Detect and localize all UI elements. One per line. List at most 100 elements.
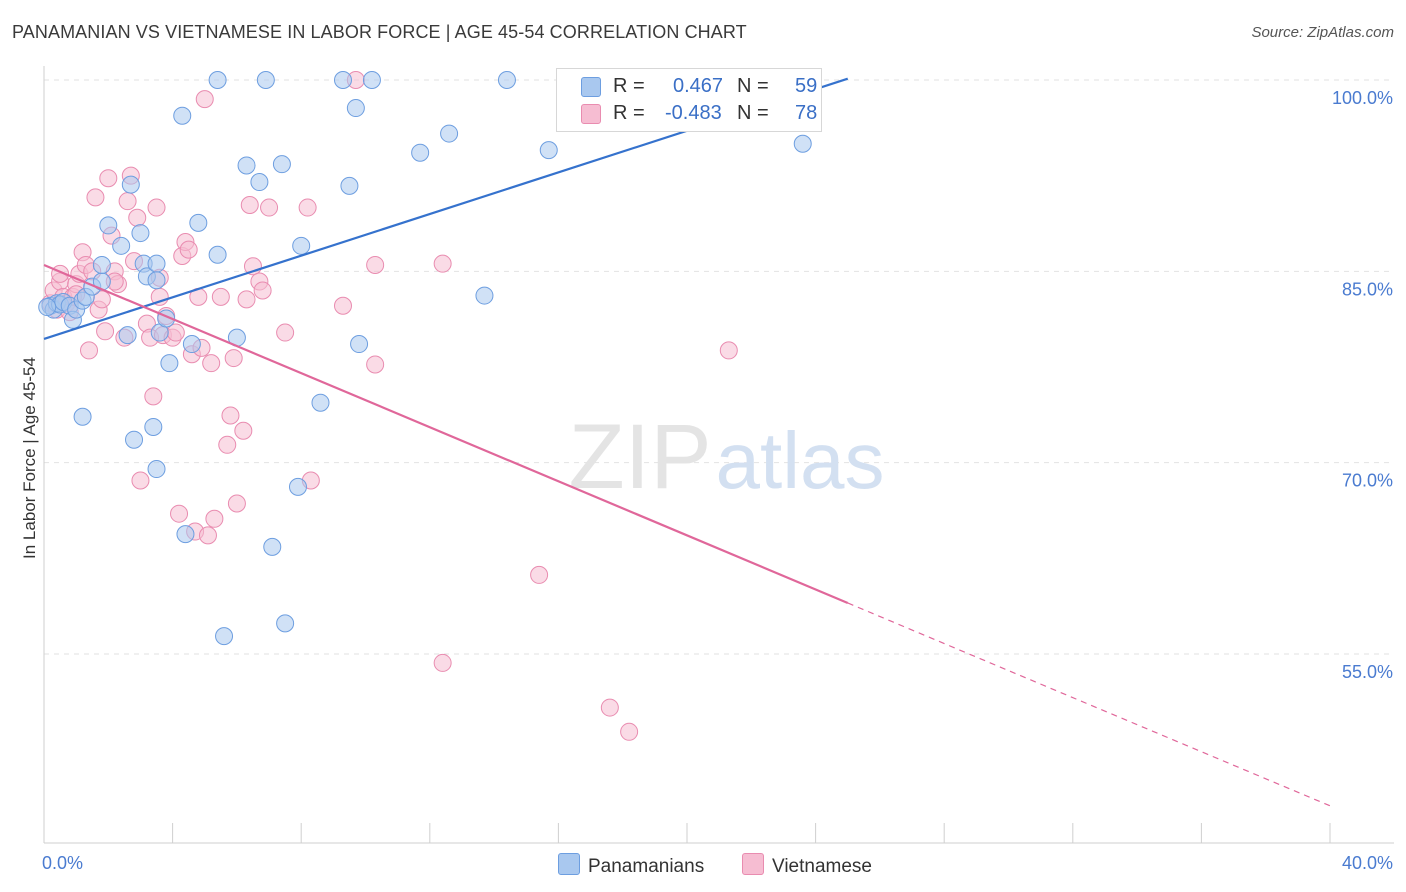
vietnamese-point xyxy=(333,296,352,315)
x-tick-label: 0.0% xyxy=(42,853,83,873)
panamanian-point xyxy=(208,245,227,264)
panamanian-point xyxy=(263,537,282,556)
vietnamese-point xyxy=(253,281,272,300)
vietnamese-point xyxy=(260,198,279,217)
vietnamese-point xyxy=(224,349,243,368)
panamanian-point xyxy=(73,407,92,426)
vietnamese-point xyxy=(144,387,163,406)
panamanian-point xyxy=(362,71,381,89)
panamanian-point xyxy=(125,430,144,449)
legend-r-label: R = xyxy=(613,102,645,124)
panamanian-point xyxy=(189,213,208,232)
watermark-zip: ZIP xyxy=(568,406,711,508)
panamanian-point xyxy=(793,134,812,153)
panamanian-point xyxy=(311,393,330,412)
vietnamese-point xyxy=(620,722,639,741)
panamanian-point xyxy=(147,460,166,479)
panamanian-point xyxy=(350,335,369,354)
panamanian-point xyxy=(99,216,118,235)
panamanian-point xyxy=(208,71,227,89)
vietnamese-point xyxy=(195,90,214,109)
panamanian-point xyxy=(497,71,516,89)
legend-r-value: -0.483 xyxy=(665,102,722,124)
panamanian-point xyxy=(276,614,295,633)
axes xyxy=(43,66,1394,844)
panamanian-point xyxy=(173,106,192,125)
vietnamese-point xyxy=(99,169,118,188)
bottom-swatch-blue xyxy=(558,853,580,875)
panamanian-point xyxy=(292,236,311,255)
legend-swatch-pink xyxy=(581,104,601,124)
panamanian-point xyxy=(411,143,430,162)
watermark-atlas: atlas xyxy=(716,416,885,505)
panamanian-point xyxy=(121,175,140,194)
vietnamese-point xyxy=(227,494,246,513)
vietnamese-point xyxy=(600,698,619,717)
vietnamese-point xyxy=(433,254,452,273)
vietnamese-point xyxy=(276,323,295,342)
vietnamese-point xyxy=(240,196,259,215)
legend-swatch-blue xyxy=(581,77,601,97)
vietnamese-point xyxy=(205,509,224,528)
panamanian-point xyxy=(147,254,166,273)
vietnamese-point xyxy=(96,322,115,341)
panamanian-points xyxy=(38,71,812,646)
legend-r-label: R = xyxy=(613,75,645,97)
legend-n-value: 59 xyxy=(795,75,818,97)
x-tick-label: 40.0% xyxy=(1342,853,1393,873)
panamanian-point xyxy=(118,326,137,345)
vietnamese-point xyxy=(131,471,150,490)
x-tick-labels: 0.0% 40.0% xyxy=(42,853,1393,873)
y-tick-label: 85.0% xyxy=(1342,279,1393,299)
bottom-legend-vietnamese: Vietnamese xyxy=(742,853,872,878)
vietnamese-point xyxy=(719,341,738,360)
y-tick-label: 100.0% xyxy=(1332,88,1393,108)
panamanian-point xyxy=(38,298,57,317)
bottom-legend-label: Panamanians xyxy=(588,856,705,877)
y-tick-label: 70.0% xyxy=(1342,471,1393,491)
y-tick-label: 55.0% xyxy=(1342,662,1393,682)
panamanian-point xyxy=(475,286,494,305)
vietnamese-point xyxy=(433,653,452,672)
vietnamese-point xyxy=(298,198,317,217)
panamanian-point xyxy=(340,176,359,195)
vietnamese-point xyxy=(366,355,385,374)
panamanian-point xyxy=(147,271,166,290)
panamanian-point xyxy=(160,354,179,373)
vietnamese-point xyxy=(198,526,217,545)
vietnamese-point xyxy=(170,504,189,523)
panamanian-point xyxy=(144,417,163,436)
panamanian-point xyxy=(176,525,195,544)
vietnamese-trend-line xyxy=(43,263,849,604)
vietnamese-point xyxy=(234,421,253,440)
vietnamese-point xyxy=(86,188,105,207)
vietnamese-point xyxy=(530,565,549,584)
panamanian-point xyxy=(237,156,256,175)
vietnamese-point xyxy=(202,354,221,373)
legend-n-label: N = xyxy=(737,102,769,124)
vietnamese-point xyxy=(128,208,147,227)
vietnamese-point xyxy=(211,287,230,306)
vietnamese-point xyxy=(179,240,198,259)
legend-n-value: 78 xyxy=(795,102,818,124)
bottom-legend-label: Vietnamese xyxy=(772,856,872,877)
vietnamese-point xyxy=(221,406,240,425)
y-tick-labels: 55.0% 70.0% 85.0% 100.0% xyxy=(1332,88,1393,682)
vietnamese-trend-extension xyxy=(847,602,1331,807)
legend-n-label: N = xyxy=(737,75,769,97)
vietnamese-point xyxy=(80,341,99,360)
panamanian-point xyxy=(112,236,131,255)
vietnamese-point xyxy=(366,255,385,274)
panamanian-point xyxy=(440,124,459,143)
panamanian-point xyxy=(539,141,558,160)
legend-r-value: 0.467 xyxy=(673,75,724,97)
panamanian-point xyxy=(131,224,150,243)
bottom-legend-panamanians: Panamanians xyxy=(558,853,704,878)
stats-legend: R = 0.467 N = 59 R = -0.483 N = 78 xyxy=(556,68,822,132)
panamanian-point xyxy=(250,173,269,192)
vietnamese-point xyxy=(237,290,256,309)
bottom-swatch-pink xyxy=(742,853,764,875)
panamanian-point xyxy=(256,71,275,89)
panamanian-point xyxy=(288,477,307,496)
